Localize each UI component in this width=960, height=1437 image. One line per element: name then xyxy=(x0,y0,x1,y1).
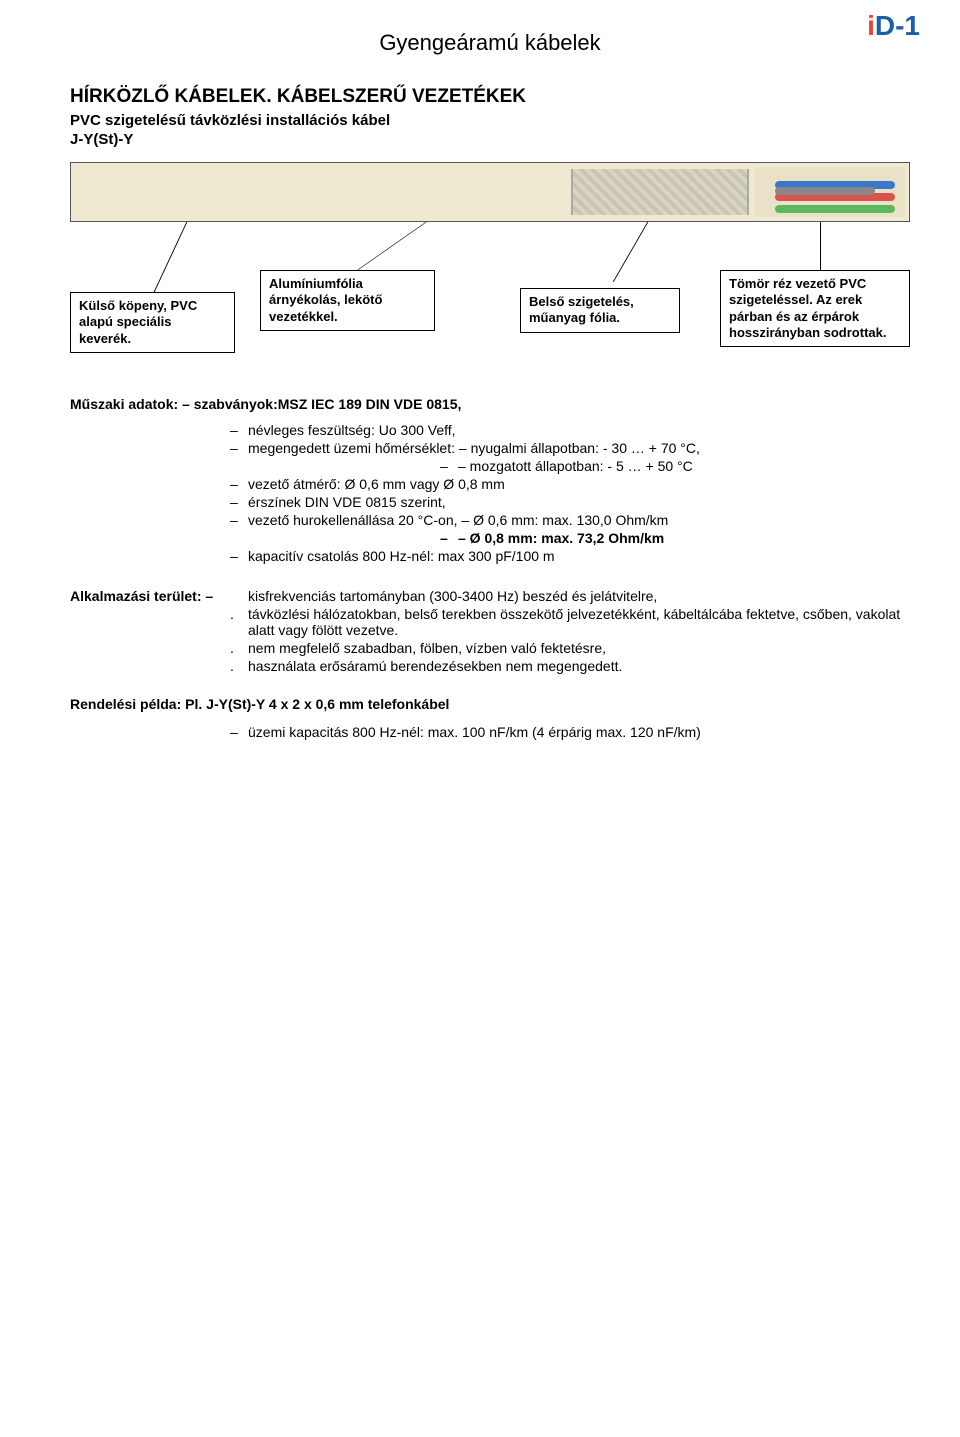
spec-item: megengedett üzemi hőmérséklet: – nyugalm… xyxy=(230,440,910,456)
spec-item: érszínek DIN VDE 0815 szerint, xyxy=(230,494,910,510)
leader-shield xyxy=(354,222,426,272)
label-outer-sheath: Külső köpeny, PVC alapú speciális keveré… xyxy=(70,292,235,353)
application-mark: . xyxy=(230,640,248,656)
application-block: Alkalmazási terület: – kisfrekvenciás ta… xyxy=(70,588,910,674)
cable-diagram: Külső köpeny, PVC alapú speciális keveré… xyxy=(70,162,910,372)
heading-3: J-Y(St)-Y xyxy=(70,131,910,148)
label-core: Tömör réz vezető PVC szigeteléssel. Az e… xyxy=(720,270,910,347)
cable-core-area xyxy=(755,167,905,217)
spec-item: vezető hurokellenállása 20 °C-on, – Ø 0,… xyxy=(230,512,910,528)
application-text: nem megfelelő szabadban, fölben, vízben … xyxy=(248,640,910,656)
cable-body xyxy=(70,162,910,222)
logo: iD-1 xyxy=(867,10,920,42)
leader-outer xyxy=(154,222,188,292)
spec-item: névleges feszültség: Uo 300 Veff, xyxy=(230,422,910,438)
wire-grey xyxy=(775,187,875,195)
application-row: . nem megfelelő szabadban, fölben, vízbe… xyxy=(70,640,910,656)
cable-shield-area xyxy=(571,169,749,215)
heading-1: HÍRKÖZLŐ KÁBELEK. KÁBELSZERŰ VEZETÉKEK xyxy=(70,86,910,108)
logo-d: D xyxy=(875,10,895,41)
application-row: . távközlési hálózatokban, belső terekbe… xyxy=(70,606,910,638)
spec-item: vezető átmérő: Ø 0,6 mm vagy Ø 0,8 mm xyxy=(230,476,910,492)
order-example: Rendelési példa: Pl. J-Y(St)-Y 4 x 2 x 0… xyxy=(70,696,910,712)
application-mark: . xyxy=(230,606,248,622)
tech-data-list: névleges feszültség: Uo 300 Veff, megeng… xyxy=(230,422,910,564)
heading-2: PVC szigetelésű távközlési installációs … xyxy=(70,112,910,129)
order-label: Rendelési példa: xyxy=(70,696,181,712)
leader-core xyxy=(820,222,821,272)
spec-item: kapacitív csatolás 800 Hz-nél: max 300 p… xyxy=(230,548,910,564)
application-mark: . xyxy=(230,658,248,674)
logo-1: 1 xyxy=(904,10,920,41)
page: iD-1 Gyengeáramú kábelek HÍRKÖZLŐ KÁBELE… xyxy=(0,0,960,780)
application-row: Alkalmazási terület: – kisfrekvenciás ta… xyxy=(70,588,910,604)
operating-capacity: üzemi kapacitás 800 Hz-nél: max. 100 nF/… xyxy=(230,724,910,740)
application-label: Alkalmazási terület: – xyxy=(70,588,230,604)
leader-inner xyxy=(613,222,649,282)
tech-data-block: Műszaki adatok: – szabványok:MSZ IEC 189… xyxy=(70,396,910,564)
tech-data-label: Műszaki adatok: – szabványok:MSZ IEC 189… xyxy=(70,396,910,412)
label-shield: Alumíniumfólia árnyékolás, lekötő vezeté… xyxy=(260,270,435,331)
main-title: Gyengeáramú kábelek xyxy=(70,30,910,56)
order-text: Pl. J-Y(St)-Y 4 x 2 x 0,6 mm telefonkábe… xyxy=(185,696,449,712)
application-text: kisfrekvenciás tartományban (300-3400 Hz… xyxy=(248,588,910,604)
application-text: használata erősáramú berendezésekben nem… xyxy=(248,658,910,674)
logo-i: i xyxy=(867,10,875,41)
label-inner-insul: Belső szigetelés, műanyag fólia. xyxy=(520,288,680,333)
wire-green xyxy=(775,205,895,213)
application-text: távközlési hálózatokban, belső terekben … xyxy=(248,606,910,638)
spec-subitem: – mozgatott állapotban: - 5 … + 50 °C xyxy=(440,458,910,474)
application-row: . használata erősáramú berendezésekben n… xyxy=(70,658,910,674)
spec-subitem: – Ø 0,8 mm: max. 73,2 Ohm/km xyxy=(440,530,910,546)
